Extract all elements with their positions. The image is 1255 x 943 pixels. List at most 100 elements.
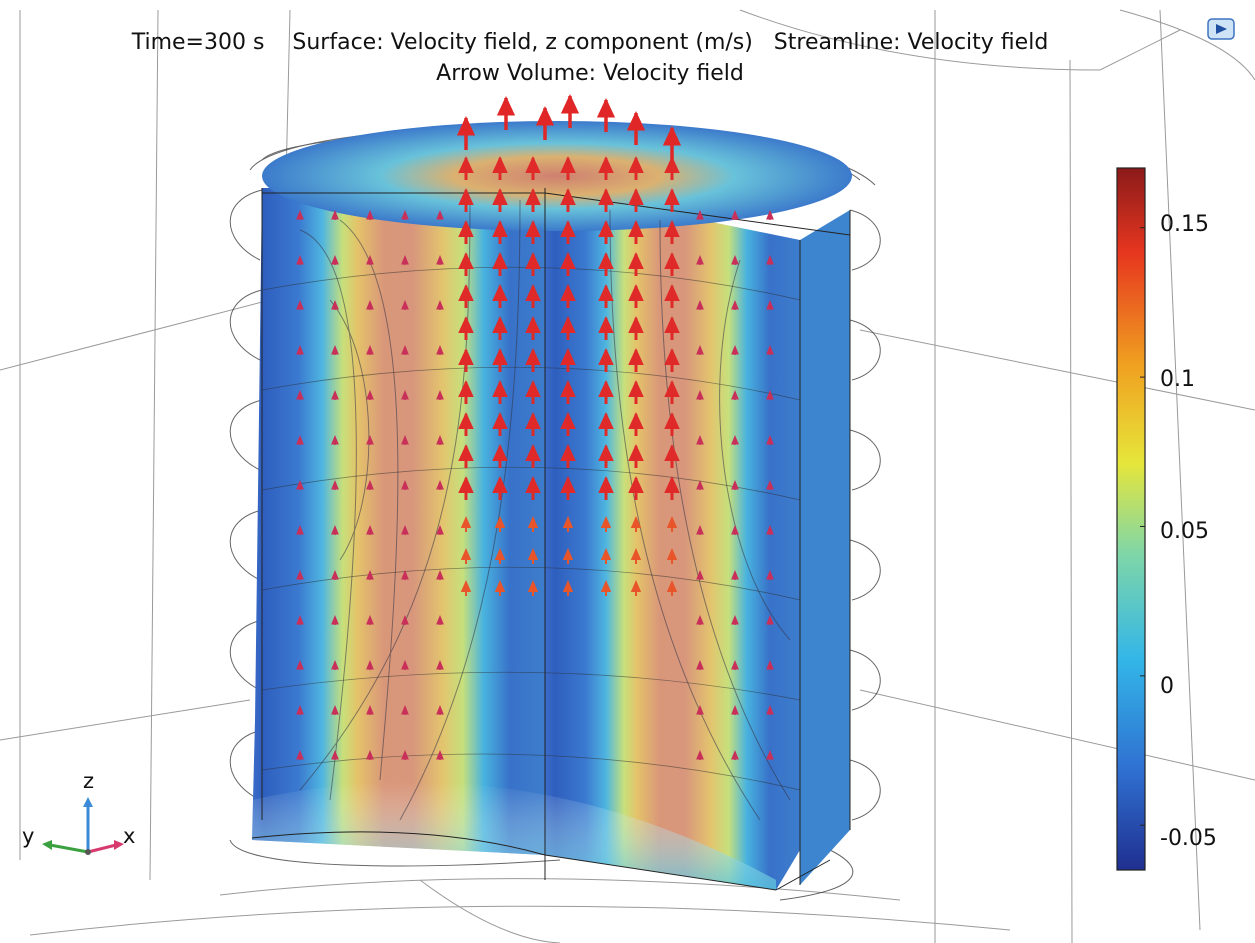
velocity-arrow bbox=[366, 480, 374, 490]
velocity-arrow bbox=[401, 390, 409, 400]
velocity-arrow bbox=[664, 316, 680, 340]
velocity-arrow bbox=[766, 615, 774, 625]
velocity-arrow bbox=[492, 316, 508, 340]
velocity-arrow bbox=[766, 300, 774, 310]
velocity-arrow bbox=[401, 480, 409, 490]
velocity-arrow bbox=[666, 580, 678, 596]
velocity-arrow bbox=[560, 252, 576, 276]
velocity-arrow bbox=[535, 106, 555, 140]
velocity-arrow bbox=[696, 435, 704, 445]
velocity-arrow bbox=[630, 580, 642, 596]
velocity-arrow bbox=[598, 412, 614, 436]
velocity-arrow bbox=[600, 580, 612, 596]
velocity-arrow bbox=[731, 210, 739, 220]
velocity-arrow bbox=[401, 750, 409, 760]
velocity-arrow bbox=[436, 300, 444, 310]
velocity-arrow bbox=[664, 252, 680, 276]
velocity-arrow bbox=[366, 345, 374, 355]
velocity-arrow bbox=[628, 316, 644, 340]
velocity-arrow bbox=[696, 480, 704, 490]
velocity-arrow bbox=[436, 210, 444, 220]
velocity-arrow bbox=[458, 412, 474, 436]
velocity-arrow bbox=[296, 345, 304, 355]
velocity-arrow bbox=[436, 660, 444, 670]
velocity-arrow bbox=[492, 412, 508, 436]
colorbar-tick-label: 0.05 bbox=[1160, 519, 1209, 544]
velocity-arrow bbox=[401, 345, 409, 355]
velocity-arrow bbox=[662, 126, 682, 160]
velocity-arrow bbox=[331, 660, 339, 670]
colorbar-tick-label: 0.15 bbox=[1160, 212, 1209, 237]
velocity-arrow bbox=[766, 750, 774, 760]
velocity-arrow bbox=[596, 98, 616, 132]
velocity-arrow bbox=[458, 188, 474, 212]
velocity-arrow bbox=[456, 116, 476, 150]
velocity-arrow bbox=[492, 444, 508, 468]
velocity-arrow bbox=[401, 210, 409, 220]
velocity-arrow bbox=[525, 284, 541, 308]
view-icon[interactable] bbox=[1206, 16, 1238, 42]
velocity-arrow bbox=[458, 220, 474, 244]
velocity-arrow bbox=[560, 476, 576, 500]
colorbar-tick-label: 0.1 bbox=[1160, 367, 1195, 392]
velocity-arrow bbox=[664, 380, 680, 404]
velocity-arrow bbox=[296, 660, 304, 670]
velocity-arrow bbox=[628, 252, 644, 276]
velocity-arrow bbox=[731, 525, 739, 535]
velocity-arrow bbox=[696, 345, 704, 355]
velocity-arrow bbox=[460, 548, 472, 564]
velocity-arrow bbox=[696, 525, 704, 535]
background-grid bbox=[0, 9, 1255, 943]
velocity-arrow bbox=[664, 284, 680, 308]
velocity-arrow bbox=[696, 300, 704, 310]
velocity-arrow bbox=[628, 444, 644, 468]
velocity-arrow bbox=[598, 380, 614, 404]
velocity-arrow bbox=[562, 548, 574, 564]
axis-label-z: z bbox=[83, 769, 95, 793]
color-bar bbox=[1116, 167, 1146, 871]
velocity-arrow bbox=[331, 615, 339, 625]
velocity-arrow bbox=[492, 188, 508, 212]
velocity-arrow bbox=[664, 412, 680, 436]
velocity-arrow bbox=[525, 156, 541, 180]
velocity-arrow bbox=[628, 188, 644, 212]
velocity-arrow bbox=[731, 705, 739, 715]
velocity-arrow bbox=[560, 188, 576, 212]
color-legend bbox=[1116, 167, 1146, 871]
velocity-arrows bbox=[296, 94, 774, 760]
velocity-arrow bbox=[664, 220, 680, 244]
velocity-arrow bbox=[560, 348, 576, 372]
velocity-arrow bbox=[331, 345, 339, 355]
velocity-arrow bbox=[296, 390, 304, 400]
velocity-arrow bbox=[600, 548, 612, 564]
axis-label-x: x bbox=[123, 824, 136, 848]
velocity-arrow bbox=[436, 750, 444, 760]
velocity-arrow bbox=[731, 615, 739, 625]
velocity-arrow bbox=[664, 188, 680, 212]
velocity-arrow bbox=[696, 705, 704, 715]
velocity-arrow bbox=[331, 390, 339, 400]
velocity-arrow bbox=[525, 188, 541, 212]
velocity-arrow bbox=[766, 255, 774, 265]
velocity-arrow bbox=[560, 284, 576, 308]
velocity-arrow bbox=[525, 220, 541, 244]
velocity-arrow bbox=[525, 444, 541, 468]
velocity-arrow bbox=[527, 548, 539, 564]
colorbar-tick-label: 0 bbox=[1160, 674, 1174, 699]
velocity-arrow bbox=[525, 316, 541, 340]
velocity-arrow bbox=[598, 284, 614, 308]
velocity-arrow bbox=[630, 516, 642, 532]
velocity-arrow bbox=[492, 156, 508, 180]
velocity-arrow bbox=[436, 480, 444, 490]
velocity-arrow bbox=[766, 345, 774, 355]
cylinder-cutaway bbox=[251, 121, 852, 891]
velocity-arrow bbox=[560, 412, 576, 436]
velocity-arrow bbox=[331, 300, 339, 310]
velocity-arrow bbox=[664, 156, 680, 180]
plot-title-line1: Time=300 s Surface: Velocity field, z co… bbox=[131, 30, 1049, 55]
velocity-arrow bbox=[731, 660, 739, 670]
velocity-arrow bbox=[296, 210, 304, 220]
colorbar-tick-label: -0.05 bbox=[1160, 826, 1217, 851]
velocity-arrow bbox=[560, 220, 576, 244]
